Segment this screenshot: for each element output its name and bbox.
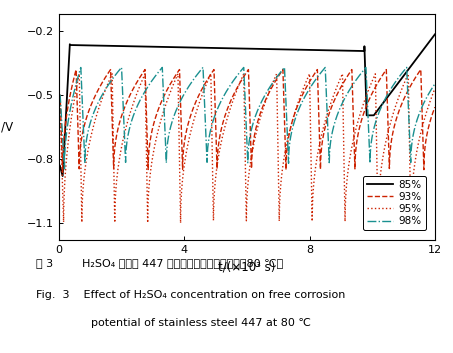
85% [295, 48, 300, 52]
98% [432, 82, 438, 86]
85% [432, 32, 438, 36]
Line: 85%: 85% [59, 34, 435, 176]
85% [335, 48, 340, 53]
95% [355, 120, 361, 124]
93% [75, 122, 81, 127]
Line: 98%: 98% [59, 67, 435, 169]
93% [418, 67, 424, 72]
95% [75, 79, 81, 83]
95% [56, 104, 62, 108]
93% [279, 70, 284, 74]
98% [279, 69, 284, 73]
93% [193, 102, 198, 106]
98% [335, 112, 340, 116]
Text: Fig.  3    Effect of H₂SO₄ concentration on free corrosion: Fig. 3 Effect of H₂SO₄ concentration on … [36, 290, 346, 300]
95% [432, 86, 438, 91]
93% [295, 103, 300, 107]
85% [355, 49, 361, 53]
95% [193, 114, 198, 118]
98% [75, 76, 81, 80]
X-axis label: t/(×10³ s): t/(×10³ s) [218, 261, 275, 274]
93% [432, 105, 438, 109]
85% [193, 46, 198, 50]
98% [295, 109, 300, 114]
95% [175, 72, 181, 76]
Y-axis label: E /V: E /V [0, 121, 14, 133]
98% [56, 93, 62, 97]
85% [75, 43, 81, 47]
Legend: 85%, 93%, 95%, 98%: 85%, 93%, 95%, 98% [363, 176, 426, 230]
95% [335, 83, 341, 87]
Text: 图 3: 图 3 [36, 258, 53, 268]
98% [193, 75, 198, 79]
93% [56, 93, 62, 97]
Text: potential of stainless steel 447 at 80 ℃: potential of stainless steel 447 at 80 ℃ [91, 318, 310, 328]
98% [355, 76, 361, 80]
85% [279, 47, 284, 52]
93% [355, 134, 361, 138]
93% [335, 91, 340, 95]
85% [56, 163, 62, 168]
95% [279, 175, 284, 179]
Text: H₂SO₄ 含量对 447 不锈锆自腮蚀电位的影响（80 ℃）: H₂SO₄ 含量对 447 不锈锆自腮蚀电位的影响（80 ℃） [75, 258, 283, 268]
95% [295, 101, 301, 105]
93% [60, 170, 65, 175]
98% [62, 167, 67, 171]
85% [60, 174, 65, 178]
Line: 93%: 93% [59, 70, 435, 173]
95% [178, 221, 183, 225]
Line: 95%: 95% [59, 74, 435, 223]
98% [404, 65, 410, 70]
